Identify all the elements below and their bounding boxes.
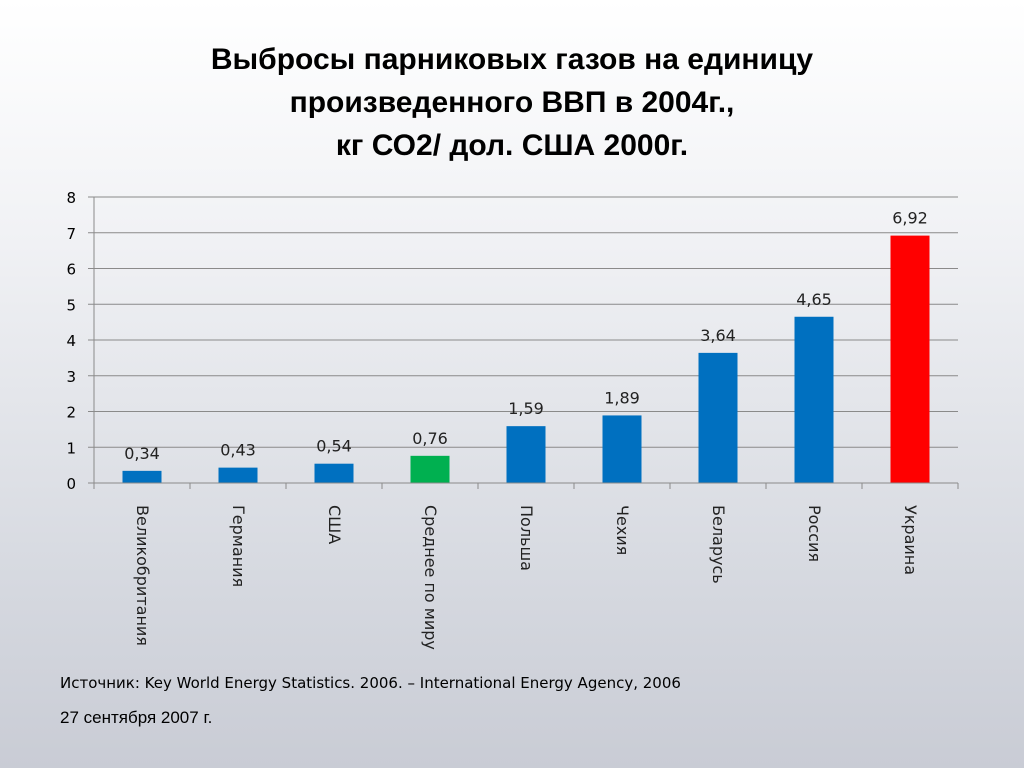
y-tick-label: 2 (66, 404, 76, 422)
category-label: Беларусь (709, 505, 728, 584)
data-label: 1,59 (508, 399, 544, 418)
category-label: США (325, 505, 344, 544)
y-tick-label: 1 (66, 439, 76, 457)
bar (602, 415, 642, 483)
data-label: 3,64 (700, 326, 736, 345)
category-label: Украина (901, 505, 920, 575)
data-label: 0,43 (220, 441, 256, 460)
data-label: 4,65 (796, 290, 832, 309)
bar (890, 235, 930, 483)
y-tick-label: 4 (66, 332, 76, 350)
data-label: 6,92 (892, 209, 928, 228)
bar (218, 467, 258, 483)
y-tick-label: 7 (66, 225, 76, 243)
category-label: Великобритания (133, 505, 152, 646)
y-tick-label: 8 (66, 189, 76, 207)
bar (794, 316, 834, 483)
category-label: Польша (517, 505, 536, 571)
y-tick-label: 0 (66, 475, 76, 493)
category-label: Среднее по миру (421, 505, 440, 650)
y-tick-label: 5 (66, 296, 76, 314)
bar (506, 426, 546, 483)
y-tick-label: 3 (66, 368, 76, 386)
data-label: 0,54 (316, 437, 352, 456)
title-line-2: произведенного ВВП в 2004г., (289, 86, 735, 119)
bar (410, 455, 450, 483)
data-label: 0,34 (124, 444, 160, 463)
bar (314, 463, 354, 483)
y-tick-label: 6 (66, 261, 76, 279)
source-note: Источник: Key World Energy Statistics. 2… (60, 674, 681, 692)
bar (122, 470, 162, 483)
category-label: Чехия (613, 505, 632, 555)
category-label: Германия (229, 505, 248, 587)
title-line-3: кг СО2/ дол. США 2000г. (335, 129, 689, 162)
data-label: 1,89 (604, 388, 640, 407)
bar (698, 352, 738, 483)
slide-title: Выбросы парниковых газов на единицу прои… (0, 38, 1024, 167)
data-label: 0,76 (412, 429, 448, 448)
title-line-1: Выбросы парниковых газов на единицу (210, 43, 814, 76)
category-label: Россия (805, 505, 824, 562)
slide-date: 27 сентября 2007 г. (60, 708, 213, 727)
